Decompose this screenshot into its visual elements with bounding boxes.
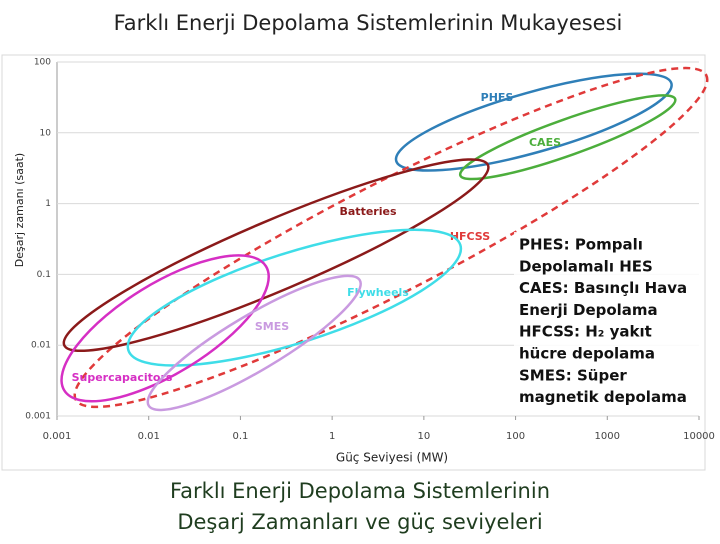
caption-line: Deşarj Zamanları ve güç seviyeleri (177, 510, 542, 534)
region-label: PHES (481, 91, 514, 104)
region-ellipse (62, 158, 490, 353)
note: PHES: Pompalı Depolamalı HES CAES: Basınçl… (514, 232, 700, 410)
region-ellipse (394, 72, 673, 172)
note-line: hücre depolama (519, 345, 655, 363)
region-label: CAES (529, 136, 561, 149)
note-line: CAES: Basınçlı Hava (519, 279, 687, 297)
note-line: HFCSS: H₂ yakıt (519, 323, 652, 341)
y-axis-label: Deşarj zamanı (saat) (13, 153, 26, 267)
region-label: Flywheels (347, 286, 409, 299)
region-label: Supercapacitors (72, 371, 173, 384)
slide-title: Farklı Enerji Depolama Sistemlerinin Muk… (114, 11, 623, 35)
region-label: Batteries (340, 205, 397, 218)
chart-frame (1, 54, 706, 471)
x-tick-label: 10000 (683, 431, 715, 442)
note-box (514, 232, 700, 410)
region-ellipse (60, 254, 270, 403)
y-tick-label: 1 (45, 199, 51, 209)
region-ellipse (146, 274, 362, 412)
region-label: SMES (255, 320, 289, 333)
y-tick-label: 0.01 (31, 341, 51, 351)
x-tick-label: 1000 (595, 431, 620, 442)
x-tick-label: 1 (329, 431, 335, 442)
y-tick-label: 0.1 (37, 270, 51, 280)
note-line: Enerji Depolama (519, 301, 658, 319)
x-tick-label: 0.1 (232, 431, 248, 442)
note-line: SMES: Süper (519, 366, 627, 384)
caption-line: Farklı Enerji Depolama Sistemlerinin (170, 479, 550, 503)
x-axis-label: Güç Seviyesi (MW) (336, 451, 448, 465)
x-tick-label: 10 (417, 431, 430, 442)
y-tick-label: 100 (34, 58, 51, 68)
note-line: PHES: Pompalı (519, 236, 643, 254)
region-ellipse (458, 94, 677, 181)
note-line: magnetik depolama (519, 388, 687, 406)
region-label: HFCSS (450, 230, 490, 243)
x-tick-label: 0.01 (138, 431, 160, 442)
note-line: Depolamalı HES (519, 257, 653, 275)
y-tick-label: 0.001 (25, 412, 51, 422)
y-tick-label: 10 (40, 128, 52, 138)
x-tick-label: 0.001 (43, 431, 72, 442)
plot: 0.001 0.01 0.1 1 10 100 0.001 0.01 0.1 1 10 100 1000… (25, 58, 715, 443)
x-tick-label: 100 (506, 431, 525, 442)
